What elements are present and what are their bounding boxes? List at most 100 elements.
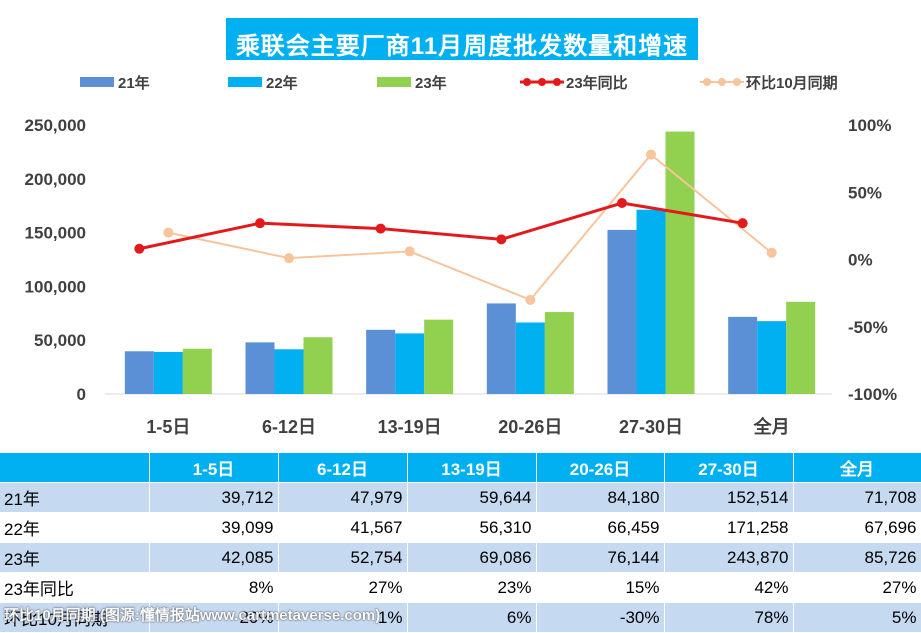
table-cell: 243,870: [664, 542, 794, 573]
bar: [245, 342, 275, 394]
line-point: [617, 198, 627, 209]
table-cell: 56,310: [407, 512, 537, 543]
table-cell: 6%: [407, 602, 537, 633]
table-cell: 84,180: [536, 482, 665, 513]
table-header-cell: 1-5日: [149, 453, 279, 483]
table-cell: 15%: [536, 572, 665, 603]
table-header-cell: 13-19日: [407, 453, 537, 483]
line-point: [284, 253, 294, 264]
table-cell: 69,086: [407, 542, 537, 573]
legend: 21年 22年 23年 23年同比 环比10: [0, 70, 921, 94]
series-line: [139, 201, 743, 251]
table-cell: 39,712: [149, 482, 279, 513]
line-point: [525, 294, 536, 305]
x-axis-labels: 1-5日 6-12日 13-19日 20-26日 27-30日 全月: [146, 416, 789, 437]
table-cell: 76,144: [536, 542, 665, 573]
table-cell: 23%: [407, 572, 537, 603]
x-tick-label: 1-5日: [146, 417, 190, 437]
bar: [757, 321, 787, 394]
legend-label-yoy: 23年同比: [566, 74, 628, 92]
y-right-tick-label: 50%: [848, 183, 882, 202]
y-left-tick-label: 0: [77, 385, 86, 404]
table-row-label: 23年: [0, 542, 150, 573]
line-point: [646, 149, 656, 160]
bar: [636, 209, 666, 394]
bar: [515, 322, 545, 394]
table-header-cell: 27-30日: [664, 453, 794, 483]
legend-swatch-21: [80, 77, 114, 87]
chart-area: 乘联会主要厂商11月周度批发数量和增速 21年 22年 23年 23年同比: [0, 18, 921, 437]
table-cell: 27%: [278, 572, 408, 603]
line-point: [404, 246, 415, 257]
table-cell: 27%: [793, 572, 921, 603]
table-row: 22年 39,099 41,567 56,310 66,459 171,258 …: [0, 512, 921, 543]
bar: [786, 301, 816, 394]
watermark: 环比10月同期 (图源:懂情报站www.cartmetaverse.com): [4, 607, 381, 624]
lines: [134, 149, 777, 305]
table-header-cell: 20-26日: [536, 453, 665, 483]
bar: [303, 337, 333, 394]
table-cell: 39,099: [149, 512, 279, 543]
bar: [366, 329, 396, 394]
bar: [274, 349, 304, 394]
x-tick-label: 全月: [753, 416, 790, 437]
table-cell: 171,258: [664, 512, 794, 543]
table-row-label: 21年: [0, 482, 150, 513]
table-cell: 52,754: [278, 542, 408, 573]
line-point: [737, 218, 748, 229]
table-cell: -30%: [536, 602, 665, 633]
table-cell: 85,726: [793, 542, 921, 573]
bar: [544, 312, 574, 394]
table-cell: 8%: [149, 572, 279, 603]
line-point: [766, 247, 777, 258]
line-point: [496, 234, 507, 245]
y-axis-left: 0 50,000 100,000 150,000 200,000 250,000: [25, 116, 86, 404]
table-cell: 78%: [664, 602, 794, 633]
line-point: [375, 223, 386, 234]
bars: [124, 131, 816, 394]
bar: [182, 348, 212, 394]
table-row: 23年同比 8% 27% 23% 15% 42% 27%: [0, 572, 921, 603]
y-left-tick-label: 100,000: [25, 277, 86, 296]
legend-item-23: 23年: [377, 70, 447, 94]
line-point: [163, 227, 174, 238]
legend-item-22: 22年: [228, 70, 298, 94]
chart-title: 乘联会主要厂商11月周度批发数量和增速: [235, 33, 689, 60]
bar: [395, 333, 425, 394]
legend-label-mom: 环比10月同期: [746, 74, 838, 92]
table-cell: 67,696: [793, 512, 921, 543]
table-cell: 152,514: [664, 482, 794, 513]
y-right-tick-label: 100%: [848, 116, 891, 135]
x-tick-label: 20-26日: [498, 417, 562, 437]
table-row-label: 22年: [0, 512, 150, 543]
table-header-cell: 6-12日: [278, 453, 408, 483]
legend-line-mom: [700, 78, 744, 86]
y-left-tick-label: 200,000: [25, 170, 86, 189]
table-cell: 41,567: [278, 512, 408, 543]
series-line: [168, 153, 773, 302]
line-point: [134, 243, 145, 254]
legend-label-23: 23年: [415, 74, 447, 92]
table-cell: 59,644: [407, 482, 537, 513]
table-cell: 47,979: [278, 482, 408, 513]
x-tick-label: 6-12日: [262, 417, 316, 437]
table-cell: 66,459: [536, 512, 665, 543]
bar: [607, 229, 637, 394]
x-tick-label: 13-19日: [378, 417, 442, 437]
table-row-label: 23年同比: [0, 572, 150, 603]
table-cell: 5%: [793, 602, 921, 633]
line-point: [255, 218, 265, 229]
table-cell: 71,708: [793, 482, 921, 513]
y-left-tick-label: 150,000: [25, 224, 86, 243]
y-right-tick-label: 0%: [848, 251, 873, 270]
y-axis-right: -100% -50% 0% 50% 100%: [848, 116, 897, 404]
legend-swatch-22: [228, 77, 262, 87]
table-header-cell: [0, 453, 150, 483]
table-row: 21年 39,712 47,979 59,644 84,180 152,514 …: [0, 482, 921, 513]
legend-item-yoy: 23年同比: [520, 70, 628, 94]
legend-item-mom: 环比10月同期: [700, 70, 838, 94]
bar: [153, 351, 183, 394]
chart-title-box: 乘联会主要厂商11月周度批发数量和增速: [226, 18, 698, 60]
bar: [124, 351, 154, 394]
y-left-tick-label: 50,000: [34, 331, 86, 350]
